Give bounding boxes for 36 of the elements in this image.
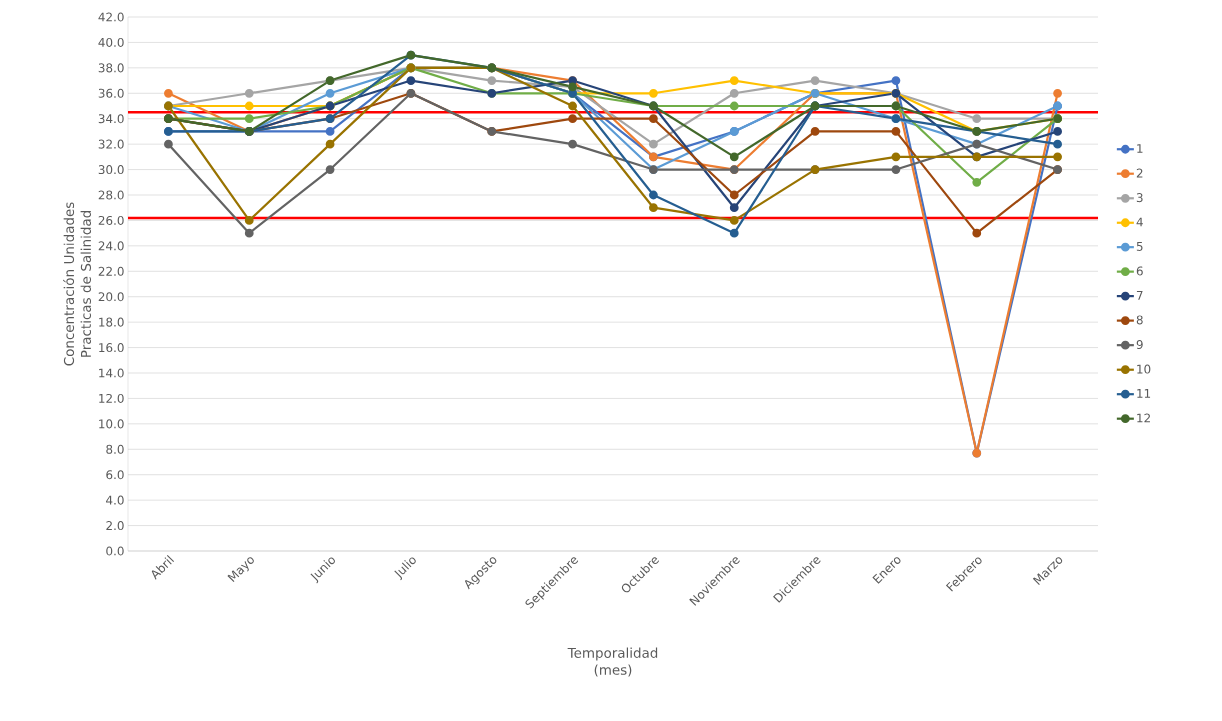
y-tick-label: 22.0 — [98, 266, 124, 276]
y-tick-label: 6.0 — [106, 470, 124, 480]
y-tick-label: 0.0 — [106, 546, 124, 556]
y-tick-label: 26.0 — [98, 215, 124, 225]
y-tick-label: 36.0 — [98, 88, 124, 98]
legend-label: 3 — [1136, 193, 1143, 203]
y-tick-label: 42.0 — [98, 12, 124, 22]
legend-label: 2 — [1136, 168, 1143, 178]
y-tick-label: 20.0 — [98, 292, 124, 302]
legend-label: 5 — [1136, 242, 1143, 251]
y-tick-label: 30.0 — [98, 165, 124, 175]
y-tick-label: 18.0 — [99, 317, 124, 327]
y-tick-label: 2.0 — [106, 521, 124, 531]
y-tick-label: 24.0 — [98, 241, 124, 251]
y-tick-label: 4.0 — [106, 495, 124, 505]
y-tick-label: 40.0 — [98, 37, 124, 47]
y-tick-label: 16.0 — [99, 343, 124, 353]
y-tick-label: 34.0 — [98, 114, 124, 124]
y-tick-label: 32.0 — [98, 139, 124, 149]
legend-label: 10 — [1137, 364, 1151, 374]
y-tick-label: 28.0 — [98, 190, 124, 200]
legend-label: 8 — [1136, 315, 1143, 325]
legend-label: 6 — [1136, 266, 1143, 276]
legend-label: 12 — [1137, 413, 1150, 423]
y-tick-label: 10.0 — [99, 419, 124, 429]
x-axis-title: Temporalidad (mes) — [567, 647, 658, 677]
y-tick-label: 14.0 — [99, 368, 124, 378]
legend-label: 7 — [1136, 291, 1143, 300]
legend-label: 1 — [1137, 144, 1143, 153]
y-tick-label: 12.0 — [99, 393, 124, 403]
legend-label: 9 — [1136, 339, 1143, 350]
legend-label: 4 — [1136, 217, 1143, 227]
legend-label: 11 — [1137, 389, 1151, 398]
y-axis-title: Concentración Unidades Practicas de Salinidad — [63, 202, 92, 366]
y-tick-label: 38.0 — [98, 63, 124, 73]
y-tick-label: 8.0 — [106, 444, 124, 454]
